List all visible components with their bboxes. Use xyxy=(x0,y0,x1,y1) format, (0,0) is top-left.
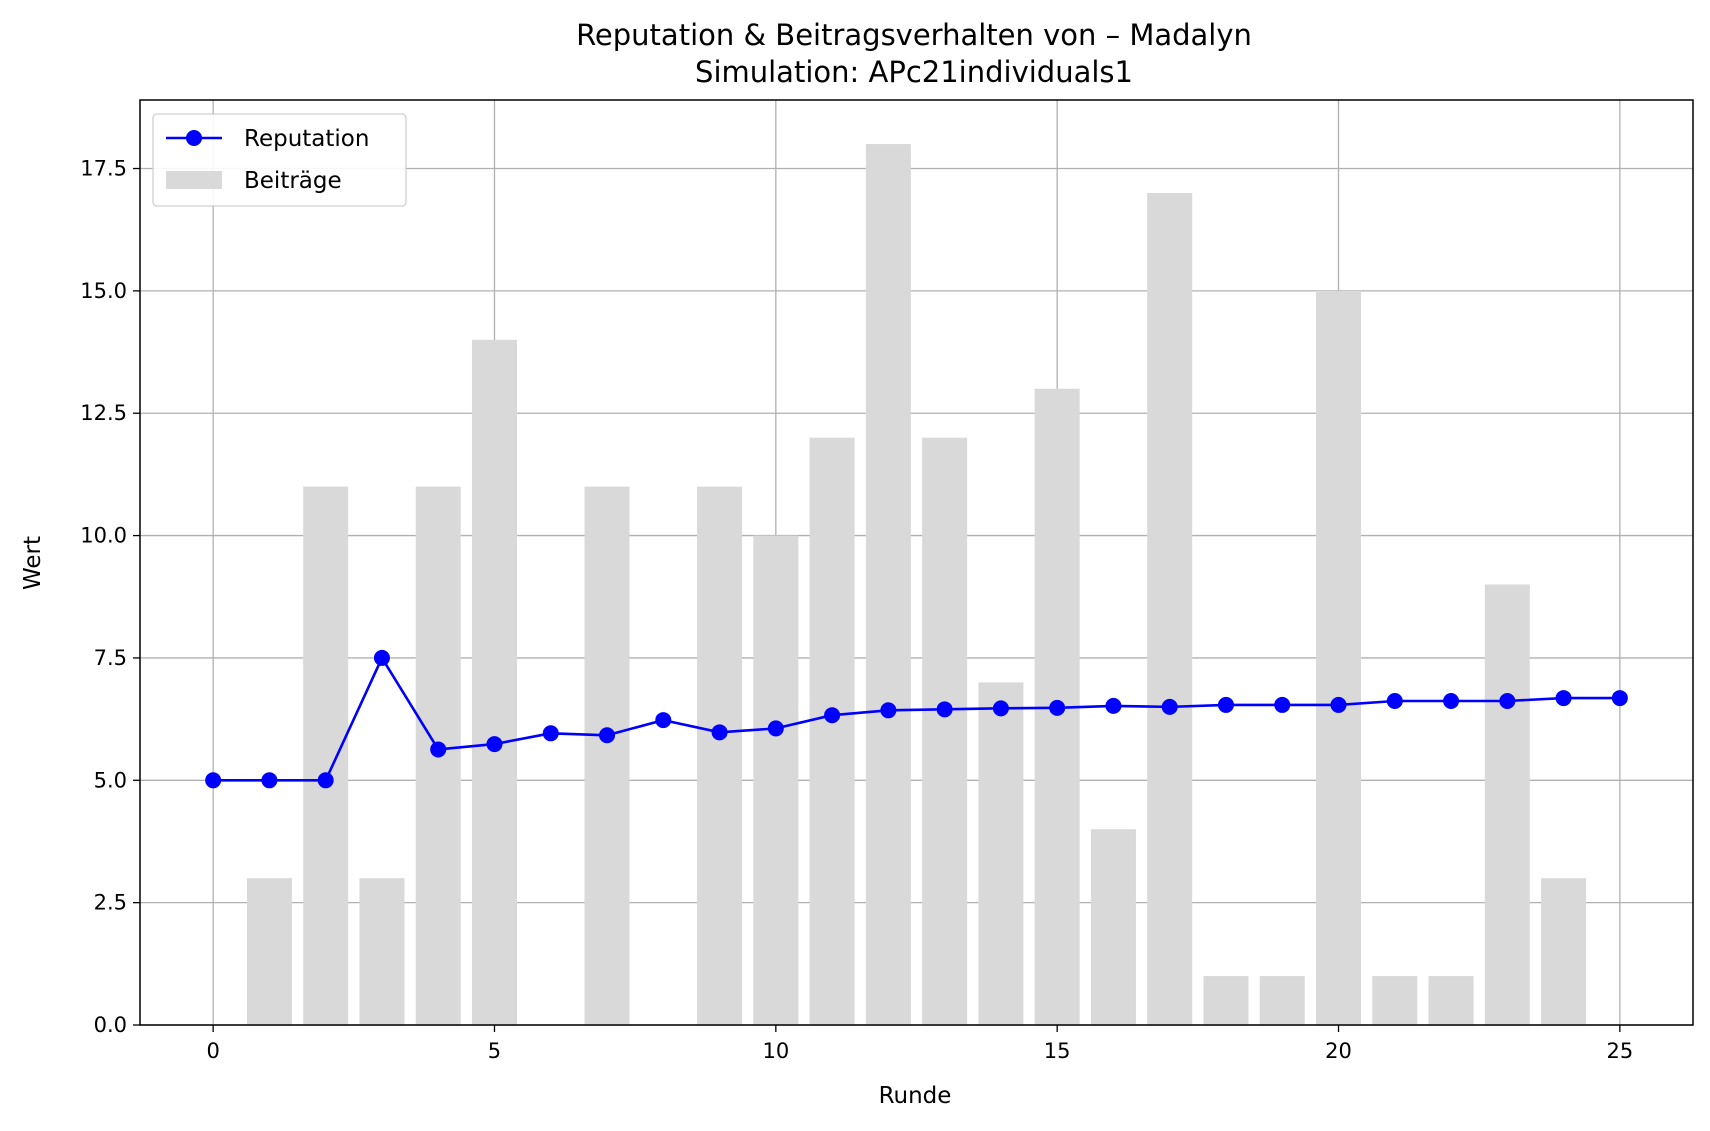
bar-beitraege-round-16 xyxy=(1090,829,1136,1025)
bar-beitraege-round-9 xyxy=(697,486,743,1025)
reputation-point-round-23 xyxy=(1499,693,1516,710)
legend: Reputation Beiträge xyxy=(152,113,407,207)
bar-beitraege-round-21 xyxy=(1372,976,1418,1025)
y-tick-label: 0.0 xyxy=(94,1013,127,1037)
x-axis-label: Runde xyxy=(879,1083,952,1109)
legend-reputation-marker xyxy=(186,130,202,146)
x-tick-label: 20 xyxy=(1325,1039,1352,1063)
y-tick-label: 5.0 xyxy=(94,768,127,792)
reputation-point-round-9 xyxy=(711,724,728,741)
bar-beitraege-round-24 xyxy=(1541,878,1587,1025)
legend-beitraege-swatch xyxy=(166,171,222,189)
bar-beitraege-round-5 xyxy=(471,339,517,1025)
bar-beitraege-round-18 xyxy=(1203,976,1249,1025)
reputation-point-round-8 xyxy=(655,712,672,729)
bar-beitraege-round-20 xyxy=(1316,290,1362,1025)
bar-beitraege-round-2 xyxy=(303,486,349,1025)
reputation-point-round-19 xyxy=(1274,696,1291,713)
bar-beitraege-round-11 xyxy=(809,437,855,1025)
x-tick-label: 10 xyxy=(762,1039,789,1063)
bar-beitraege-round-7 xyxy=(584,486,630,1025)
chart-title: Reputation & Beitragsverhalten von – Mad… xyxy=(576,18,1252,52)
reputation-point-round-3 xyxy=(373,649,390,666)
bar-beitraege-round-23 xyxy=(1484,584,1530,1025)
legend-beitraege-label: Beiträge xyxy=(244,168,342,194)
reputation-point-round-13 xyxy=(936,701,953,718)
reputation-point-round-7 xyxy=(599,727,616,744)
legend-reputation-label: Reputation xyxy=(244,126,369,152)
bar-beitraege-round-1 xyxy=(246,878,292,1025)
y-tick-label: 10.0 xyxy=(80,524,127,548)
y-tick-label: 7.5 xyxy=(94,646,127,670)
bar-beitraege-round-22 xyxy=(1428,976,1474,1025)
reputation-point-round-21 xyxy=(1386,693,1403,710)
reputation-point-round-5 xyxy=(486,736,503,753)
y-tick-label: 15.0 xyxy=(80,279,127,303)
y-tick-label: 2.5 xyxy=(94,891,127,915)
reputation-point-round-17 xyxy=(1161,698,1178,715)
reputation-point-round-4 xyxy=(430,741,447,758)
reputation-line-path xyxy=(213,656,1620,782)
x-tick-label: 15 xyxy=(1044,1039,1071,1063)
reputation-point-round-24 xyxy=(1555,690,1572,707)
y-axis-label: Wert xyxy=(20,536,46,590)
reputation-point-round-18 xyxy=(1217,696,1234,713)
bar-beitraege-round-3 xyxy=(359,878,405,1025)
x-tick-label: 5 xyxy=(488,1039,501,1063)
bar-beitraege-round-13 xyxy=(922,437,968,1025)
reputation-point-round-10 xyxy=(767,720,784,737)
reputation-point-round-15 xyxy=(1049,699,1066,716)
plot-area-frame xyxy=(139,99,1694,1026)
y-axis-ticks: 0.0 2.5 5.0 7.5 10.0 12.5 15.0 17.5 xyxy=(80,157,140,1037)
reputation-point-round-6 xyxy=(542,725,559,742)
line-series-reputation xyxy=(205,649,1628,789)
chart-subtitle: Simulation: APc21individuals1 xyxy=(695,55,1133,89)
reputation-point-round-2 xyxy=(317,772,334,789)
bar-series-beitraege xyxy=(246,144,1587,1026)
reputation-point-round-16 xyxy=(1105,697,1122,714)
reputation-point-round-12 xyxy=(880,702,897,719)
reputation-point-round-22 xyxy=(1443,693,1460,710)
x-tick-label: 0 xyxy=(206,1039,219,1063)
bar-beitraege-round-14 xyxy=(978,682,1024,1025)
bar-beitraege-round-12 xyxy=(865,144,911,1026)
x-tick-label: 25 xyxy=(1606,1039,1633,1063)
reputation-point-round-14 xyxy=(992,700,1009,717)
reputation-point-round-11 xyxy=(824,707,841,724)
bar-beitraege-round-17 xyxy=(1147,192,1193,1026)
reputation-point-round-1 xyxy=(261,772,278,789)
grid xyxy=(140,100,1693,1026)
y-tick-label: 12.5 xyxy=(80,401,127,425)
y-tick-label: 17.5 xyxy=(80,157,127,181)
bar-beitraege-round-19 xyxy=(1259,976,1305,1025)
reputation-point-round-20 xyxy=(1330,696,1347,713)
bar-beitraege-round-10 xyxy=(753,535,799,1025)
reputation-point-round-0 xyxy=(205,772,222,789)
reputation-point-round-25 xyxy=(1611,690,1628,707)
x-axis-ticks: 0 5 10 15 20 25 xyxy=(206,1025,1633,1063)
